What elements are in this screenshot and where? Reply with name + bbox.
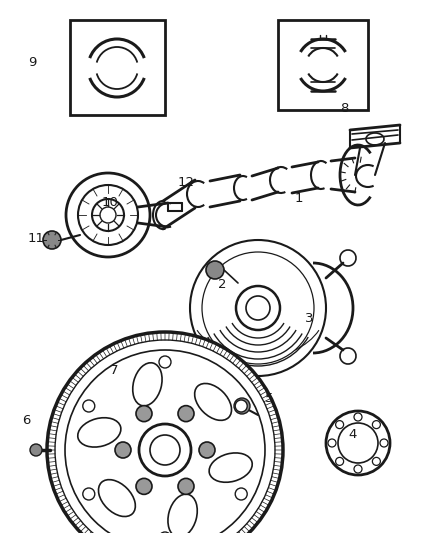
Circle shape	[216, 266, 300, 350]
Circle shape	[150, 435, 180, 465]
Circle shape	[83, 488, 95, 500]
Circle shape	[354, 465, 362, 473]
Text: 7: 7	[110, 364, 119, 376]
Text: 3: 3	[305, 311, 314, 325]
Circle shape	[234, 398, 250, 414]
Circle shape	[372, 421, 380, 429]
Circle shape	[354, 413, 362, 421]
Circle shape	[136, 479, 152, 495]
Circle shape	[336, 421, 344, 429]
Circle shape	[43, 231, 61, 249]
Circle shape	[30, 444, 42, 456]
Circle shape	[380, 439, 388, 447]
Circle shape	[115, 442, 131, 458]
Circle shape	[209, 259, 307, 357]
Circle shape	[66, 173, 150, 257]
Text: 10: 10	[102, 196, 119, 208]
Ellipse shape	[194, 383, 232, 421]
Circle shape	[83, 400, 95, 412]
Circle shape	[178, 479, 194, 495]
Circle shape	[326, 411, 390, 475]
Circle shape	[100, 207, 116, 223]
Circle shape	[47, 332, 283, 533]
Ellipse shape	[168, 494, 197, 533]
Circle shape	[230, 280, 286, 336]
Circle shape	[136, 406, 152, 422]
Text: 1: 1	[295, 191, 304, 205]
Ellipse shape	[78, 418, 121, 447]
Circle shape	[199, 442, 215, 458]
Text: 11: 11	[28, 231, 45, 245]
Circle shape	[336, 457, 344, 465]
Circle shape	[246, 296, 270, 320]
Circle shape	[202, 252, 314, 364]
Text: 9: 9	[28, 55, 36, 69]
Circle shape	[55, 340, 275, 533]
Circle shape	[159, 356, 171, 368]
Circle shape	[92, 199, 124, 231]
Circle shape	[65, 350, 265, 533]
Circle shape	[139, 424, 191, 476]
Bar	[70, 20, 165, 115]
Circle shape	[236, 286, 280, 330]
Circle shape	[78, 185, 138, 245]
Text: 8: 8	[340, 101, 348, 115]
Text: 2: 2	[218, 279, 226, 292]
Circle shape	[159, 532, 171, 533]
Bar	[278, 20, 368, 110]
Circle shape	[338, 423, 378, 463]
Text: 6: 6	[22, 414, 30, 426]
Text: 12: 12	[178, 175, 195, 189]
Circle shape	[223, 273, 293, 343]
Circle shape	[235, 488, 247, 500]
Text: 4: 4	[348, 429, 357, 441]
Circle shape	[190, 240, 326, 376]
Circle shape	[372, 457, 380, 465]
Circle shape	[328, 439, 336, 447]
Circle shape	[235, 400, 247, 412]
Ellipse shape	[209, 453, 252, 482]
Ellipse shape	[133, 363, 162, 406]
Circle shape	[206, 261, 224, 279]
Text: 5: 5	[265, 392, 273, 405]
Circle shape	[178, 406, 194, 422]
Ellipse shape	[99, 480, 135, 516]
